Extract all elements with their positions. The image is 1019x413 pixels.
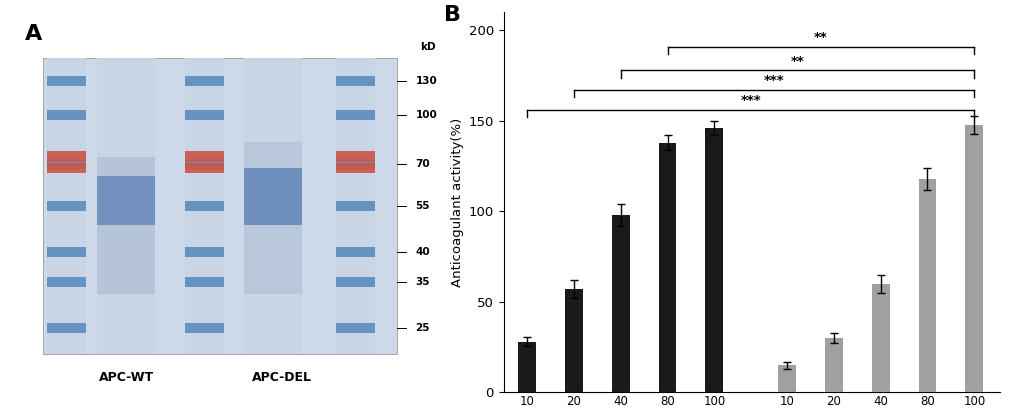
Text: 130: 130 [415, 76, 437, 86]
Bar [47, 323, 86, 333]
Bar [336, 247, 375, 257]
Bar [47, 76, 86, 86]
Bar [565, 289, 582, 392]
Bar [336, 76, 375, 86]
Bar [97, 176, 155, 225]
Bar [47, 159, 86, 169]
Bar [47, 247, 86, 257]
Bar [336, 110, 375, 120]
Bar [336, 201, 375, 211]
Bar [184, 323, 223, 333]
Text: kD: kD [420, 42, 435, 52]
Bar [336, 323, 375, 333]
Text: 35: 35 [415, 277, 429, 287]
Bar [245, 142, 302, 294]
Bar [184, 159, 223, 169]
Bar [184, 152, 223, 162]
Bar [336, 159, 375, 169]
Bar [184, 277, 223, 287]
Bar [47, 277, 86, 287]
Bar [184, 110, 223, 120]
Bar [97, 58, 155, 354]
Bar [47, 110, 86, 120]
Bar [871, 284, 889, 392]
Text: A: A [25, 24, 42, 44]
Bar [97, 157, 155, 294]
Bar [184, 76, 223, 86]
Bar [47, 152, 86, 162]
Bar [184, 201, 223, 211]
Text: 100: 100 [415, 110, 437, 120]
Bar [245, 168, 302, 225]
Bar [705, 128, 722, 392]
Text: B: B [443, 5, 461, 25]
Text: APC-DEL: APC-DEL [252, 370, 312, 384]
Bar [336, 58, 375, 354]
Bar [658, 142, 676, 392]
Y-axis label: Anticoagulant activity(%): Anticoagulant activity(%) [450, 118, 464, 287]
Text: ***: *** [763, 74, 784, 88]
Text: 25: 25 [415, 323, 429, 333]
Text: APC-WT: APC-WT [99, 370, 154, 384]
Text: 40: 40 [415, 247, 430, 257]
Bar [611, 215, 629, 392]
Bar [44, 58, 396, 354]
Bar [184, 163, 223, 173]
Bar [336, 152, 375, 162]
Text: 55: 55 [415, 201, 429, 211]
Bar [777, 365, 795, 392]
Bar [47, 163, 86, 173]
Text: 70: 70 [415, 159, 430, 169]
Text: ***: *** [740, 95, 760, 107]
Text: **: ** [813, 31, 827, 44]
Bar [824, 338, 842, 392]
Bar [964, 125, 982, 392]
Bar [47, 201, 86, 211]
Text: **: ** [790, 55, 804, 68]
Bar [47, 58, 86, 354]
Bar [245, 58, 302, 354]
Bar [518, 342, 535, 392]
Bar [336, 163, 375, 173]
Bar [918, 179, 935, 392]
Bar [336, 277, 375, 287]
Bar [184, 58, 223, 354]
Bar [184, 247, 223, 257]
